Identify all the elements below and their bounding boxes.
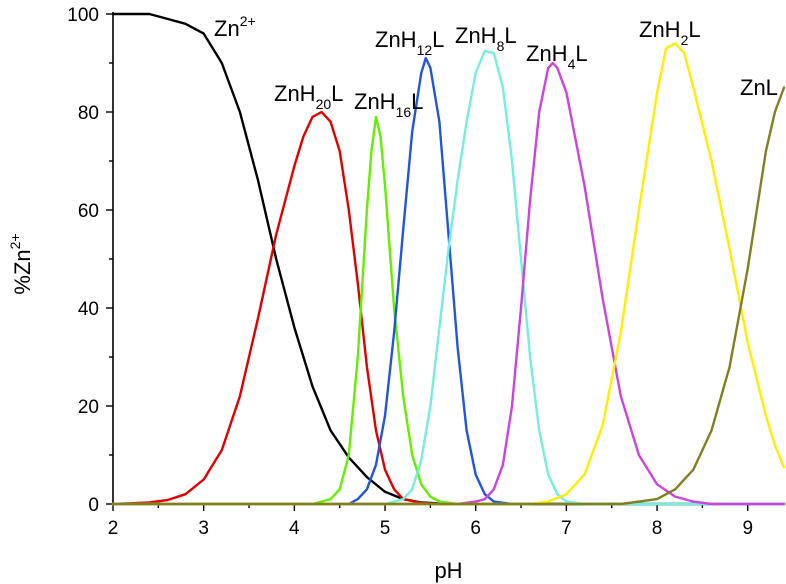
series-line-znl (111, 86, 786, 506)
curve-label-sub: 20 (316, 96, 332, 112)
x-tick-label: 3 (198, 518, 209, 539)
x-tick-label: 2 (108, 518, 119, 539)
curve-label-znh8l: ZnH8L (455, 23, 517, 54)
curve-label-znh2l: ZnH2L (639, 17, 701, 48)
curve-label-base: ZnH (274, 81, 316, 106)
curve-label-znh16l: ZnH16L (354, 89, 423, 120)
y-tick-label: 60 (78, 201, 99, 222)
curve-label-rest: L (432, 27, 444, 52)
series-line-znh2l (111, 42, 786, 506)
y-axis-title: %Zn2+ (7, 233, 35, 294)
curve-label-sub: 8 (497, 38, 505, 54)
curve-label-znl: ZnL (740, 75, 778, 100)
curve-label-rest: L (575, 41, 587, 66)
x-tick-label: 5 (380, 518, 391, 539)
curve-label-znh20l: ZnH20L (274, 81, 343, 112)
y-axis-title-base: %Zn (10, 249, 35, 294)
curve-label-rest: L (504, 23, 516, 48)
curve-label-base: ZnH (639, 17, 681, 42)
series-line-znh12l (111, 56, 786, 506)
x-tick-label: 6 (470, 518, 481, 539)
curve-label-rest: L (331, 81, 343, 106)
y-tick-label: 80 (78, 103, 99, 124)
series-lines (111, 12, 786, 506)
series-line-znh4l (111, 61, 786, 506)
series-line-znh16l (111, 115, 786, 506)
curve-label-sup: 2+ (240, 13, 256, 29)
y-axis-ticks: 0 20 40 60 80 100 (67, 5, 113, 516)
x-tick-label: 8 (652, 518, 663, 539)
curve-label-znh4l: ZnH4L (526, 41, 588, 72)
x-tick-label: 7 (561, 518, 572, 539)
y-tick-label: 40 (78, 299, 99, 320)
curve-label-sub: 12 (417, 42, 433, 58)
curve-label-base: ZnH (526, 41, 568, 66)
x-tick-label: 9 (742, 518, 753, 539)
series-line-znh8l (111, 49, 786, 506)
curve-label-sub: 2 (681, 32, 689, 48)
curve-label-base: ZnH (375, 27, 417, 52)
curve-label-sub: 4 (568, 56, 576, 72)
x-axis-title: pH (434, 558, 462, 583)
y-tick-label: 0 (88, 495, 99, 516)
series-line-znh20l (111, 110, 786, 506)
curve-label-znh12l: ZnH12L (375, 27, 444, 58)
curve-label-base: ZnL (740, 75, 778, 100)
curve-label-base: ZnH (455, 23, 497, 48)
curve-label-rest: L (688, 17, 700, 42)
x-axis-ticks: 2 3 4 5 6 7 8 9 (108, 504, 753, 539)
curve-label-zn2-: Zn2+ (214, 13, 256, 41)
curve-label-rest: L (411, 89, 423, 114)
curve-label-base: Zn (214, 16, 240, 41)
curve-label-base: ZnH (354, 89, 396, 114)
y-axis-title-sup: 2+ (7, 233, 23, 249)
y-tick-label: 100 (67, 5, 99, 26)
y-tick-label: 20 (78, 397, 99, 418)
x-tick-label: 4 (289, 518, 300, 539)
curve-label-sub: 16 (396, 104, 412, 120)
